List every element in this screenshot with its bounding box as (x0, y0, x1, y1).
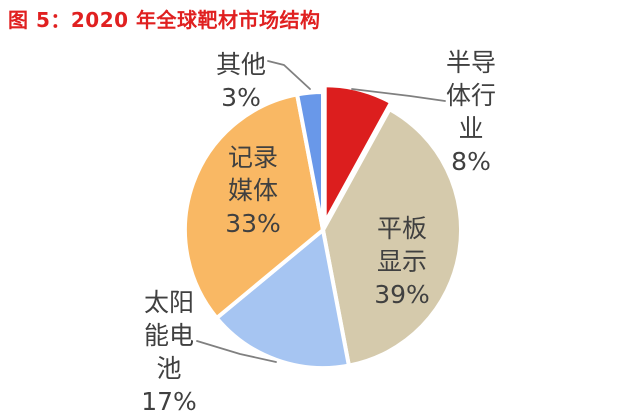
pie-slice-flat-panel-display (321, 107, 464, 368)
slice-label-other: 其他 3% (215, 50, 267, 112)
pie-slice-recording-media (182, 92, 325, 320)
leader-line-semiconductor (351, 88, 446, 102)
slice-label-flat-panel-display: 平板 显示 39% (374, 214, 430, 309)
leader-line-solar-cell (196, 340, 277, 363)
leader-line-other (267, 60, 311, 90)
figure-title: 图 5：2020 年全球靶材市场结构 (8, 8, 321, 32)
pie-slice-solar-cell (214, 228, 351, 371)
slice-label-solar-cell: 太阳 能电 池 17% (141, 288, 197, 416)
pie-slice-other (295, 89, 325, 232)
slice-label-recording-media: 记录 媒体 33% (225, 143, 281, 238)
slice-label-semiconductor: 半导 体行 业 8% (445, 48, 497, 176)
